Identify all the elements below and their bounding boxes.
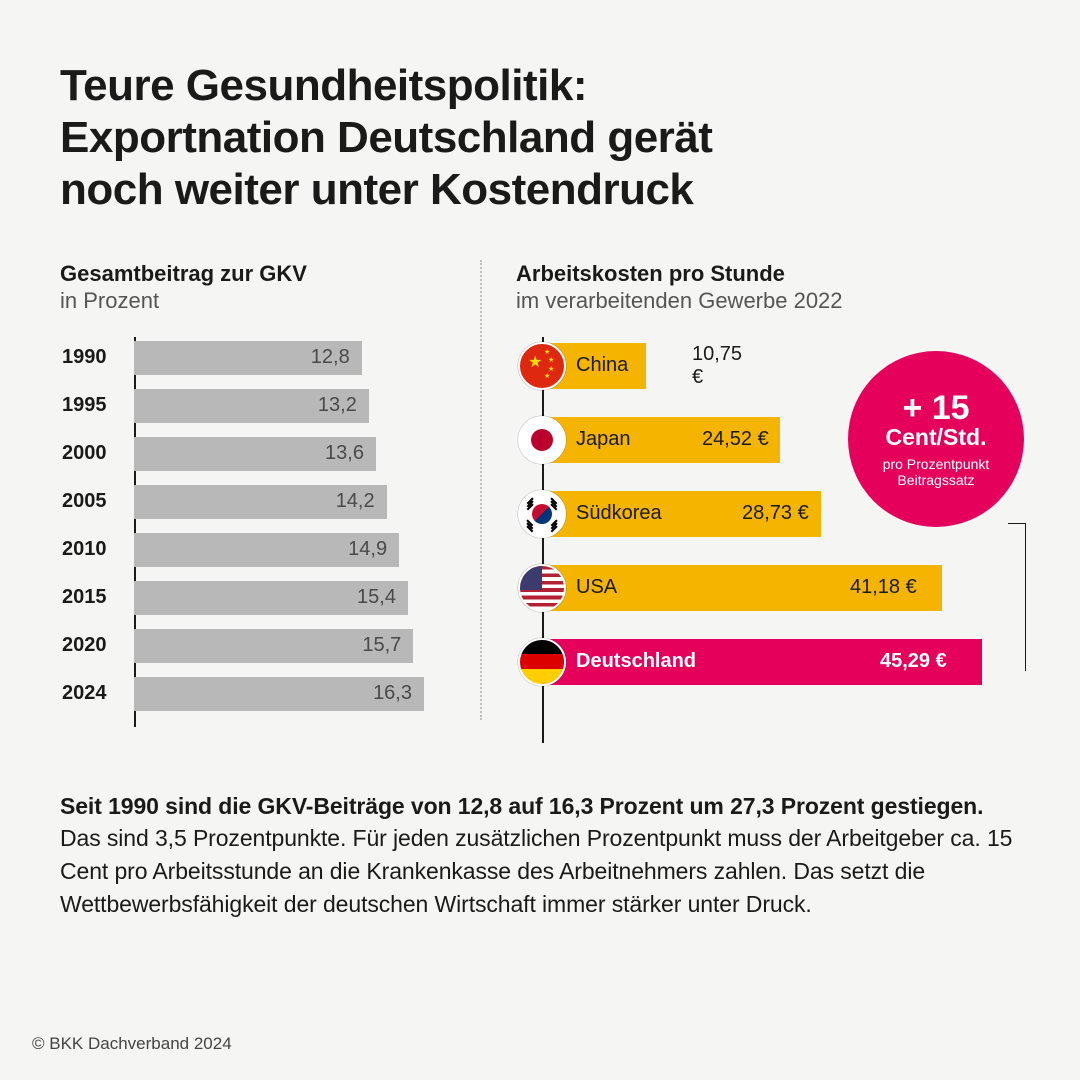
gkv-year: 2020: [60, 634, 134, 657]
badge-line1: + 15: [902, 389, 969, 427]
gkv-year: 2024: [60, 682, 134, 705]
labor-bar: USA 41,18 €: [542, 565, 942, 611]
labor-plot: ★★★★★ China 10,75 € Japan 24,52 € Südkorea 28,…: [516, 337, 1020, 737]
flag-wrap: ★★★★★: [516, 342, 568, 390]
flag-china-icon: ★★★★★: [518, 342, 566, 390]
badge-line3: pro Prozentpunkt: [883, 457, 990, 473]
gkv-bar: 16,3: [134, 677, 424, 711]
gkv-year: 1990: [60, 346, 134, 369]
gkv-year: 2000: [60, 442, 134, 465]
title-line-1: Teure Gesundheitspolitik:: [60, 61, 587, 110]
gkv-heading-bold: Gesamtbeitrag zur GKV: [60, 260, 480, 288]
charts-container: Gesamtbeitrag zur GKV in Prozent 199012,…: [60, 260, 1020, 750]
gkv-plot: 199012,8199513,2200013,6200514,2201014,9…: [60, 337, 480, 727]
labor-country: Südkorea: [576, 502, 662, 525]
labor-value: 45,29 €: [880, 650, 947, 673]
flag-wrap: [516, 416, 568, 464]
gkv-row: 200013,6: [60, 437, 480, 471]
badge-line4: Beitragssatz: [897, 473, 974, 489]
gkv-row: 200514,2: [60, 485, 480, 519]
gkv-row: 202015,7: [60, 629, 480, 663]
gkv-bar: 14,9: [134, 533, 399, 567]
labor-bar: Südkorea 28,73 €: [542, 491, 821, 537]
gkv-year: 2010: [60, 538, 134, 561]
gkv-year: 1995: [60, 394, 134, 417]
gkv-row: 199513,2: [60, 389, 480, 423]
gkv-heading: Gesamtbeitrag zur GKV in Prozent: [60, 260, 480, 315]
flag-wrap: [516, 564, 568, 612]
gkv-row: 201014,9: [60, 533, 480, 567]
labor-bar: Japan 24,52 €: [542, 417, 780, 463]
gkv-bar: 13,2: [134, 389, 369, 423]
labor-value: 41,18 €: [850, 576, 917, 599]
body-rest: Das sind 3,5 Prozentpunkte. Für jeden zu…: [60, 825, 1012, 916]
cost-badge: + 15 Cent/Std. pro Prozentpunkt Beitrags…: [848, 351, 1024, 527]
labor-row: Deutschland 45,29 €: [516, 639, 1020, 685]
body-text: Seit 1990 sind die GKV-Beiträge von 12,8…: [60, 790, 1020, 921]
flag-korea-icon: [518, 490, 566, 538]
labor-country: Deutschland: [576, 650, 696, 673]
labor-country: USA: [576, 576, 617, 599]
gkv-heading-sub: in Prozent: [60, 288, 159, 313]
labor-heading: Arbeitskosten pro Stunde im verarbeitend…: [516, 260, 1020, 315]
body-bold: Seit 1990 sind die GKV-Beiträge von 12,8…: [60, 793, 983, 819]
labor-value: 10,75 €: [692, 343, 742, 389]
gkv-row: 201515,4: [60, 581, 480, 615]
labor-heading-bold: Arbeitskosten pro Stunde: [516, 260, 1020, 288]
gkv-bar: 15,4: [134, 581, 408, 615]
labor-country: Japan: [576, 428, 631, 451]
labor-country: China: [576, 354, 628, 377]
labor-bar: Deutschland 45,29 €: [542, 639, 982, 685]
gkv-chart: Gesamtbeitrag zur GKV in Prozent 199012,…: [60, 260, 480, 750]
gkv-bar: 14,2: [134, 485, 387, 519]
flag-wrap: [516, 638, 568, 686]
labor-value: 24,52 €: [702, 428, 769, 451]
flag-germany-icon: [518, 638, 566, 686]
flag-wrap: [516, 490, 568, 538]
labor-row: USA 41,18 €: [516, 565, 1020, 611]
labor-chart: Arbeitskosten pro Stunde im verarbeitend…: [482, 260, 1020, 750]
copyright: © BKK Dachverband 2024: [32, 1034, 232, 1054]
labor-heading-sub: im verarbeitenden Gewerbe 2022: [516, 288, 843, 313]
gkv-bar: 12,8: [134, 341, 362, 375]
gkv-row: 202416,3: [60, 677, 480, 711]
badge-connector: [1008, 523, 1026, 671]
flag-japan-icon: [518, 416, 566, 464]
title-line-2: Exportnation Deutschland gerät: [60, 113, 712, 162]
page-title: Teure Gesundheitspolitik: Exportnation D…: [60, 60, 1020, 216]
flag-usa-icon: [518, 564, 566, 612]
title-line-3: noch weiter unter Kostendruck: [60, 165, 693, 214]
gkv-year: 2015: [60, 586, 134, 609]
gkv-bar: 15,7: [134, 629, 413, 663]
badge-line2: Cent/Std.: [886, 425, 987, 451]
gkv-year: 2005: [60, 490, 134, 513]
gkv-row: 199012,8: [60, 341, 480, 375]
gkv-bar: 13,6: [134, 437, 376, 471]
labor-value: 28,73 €: [742, 502, 809, 525]
